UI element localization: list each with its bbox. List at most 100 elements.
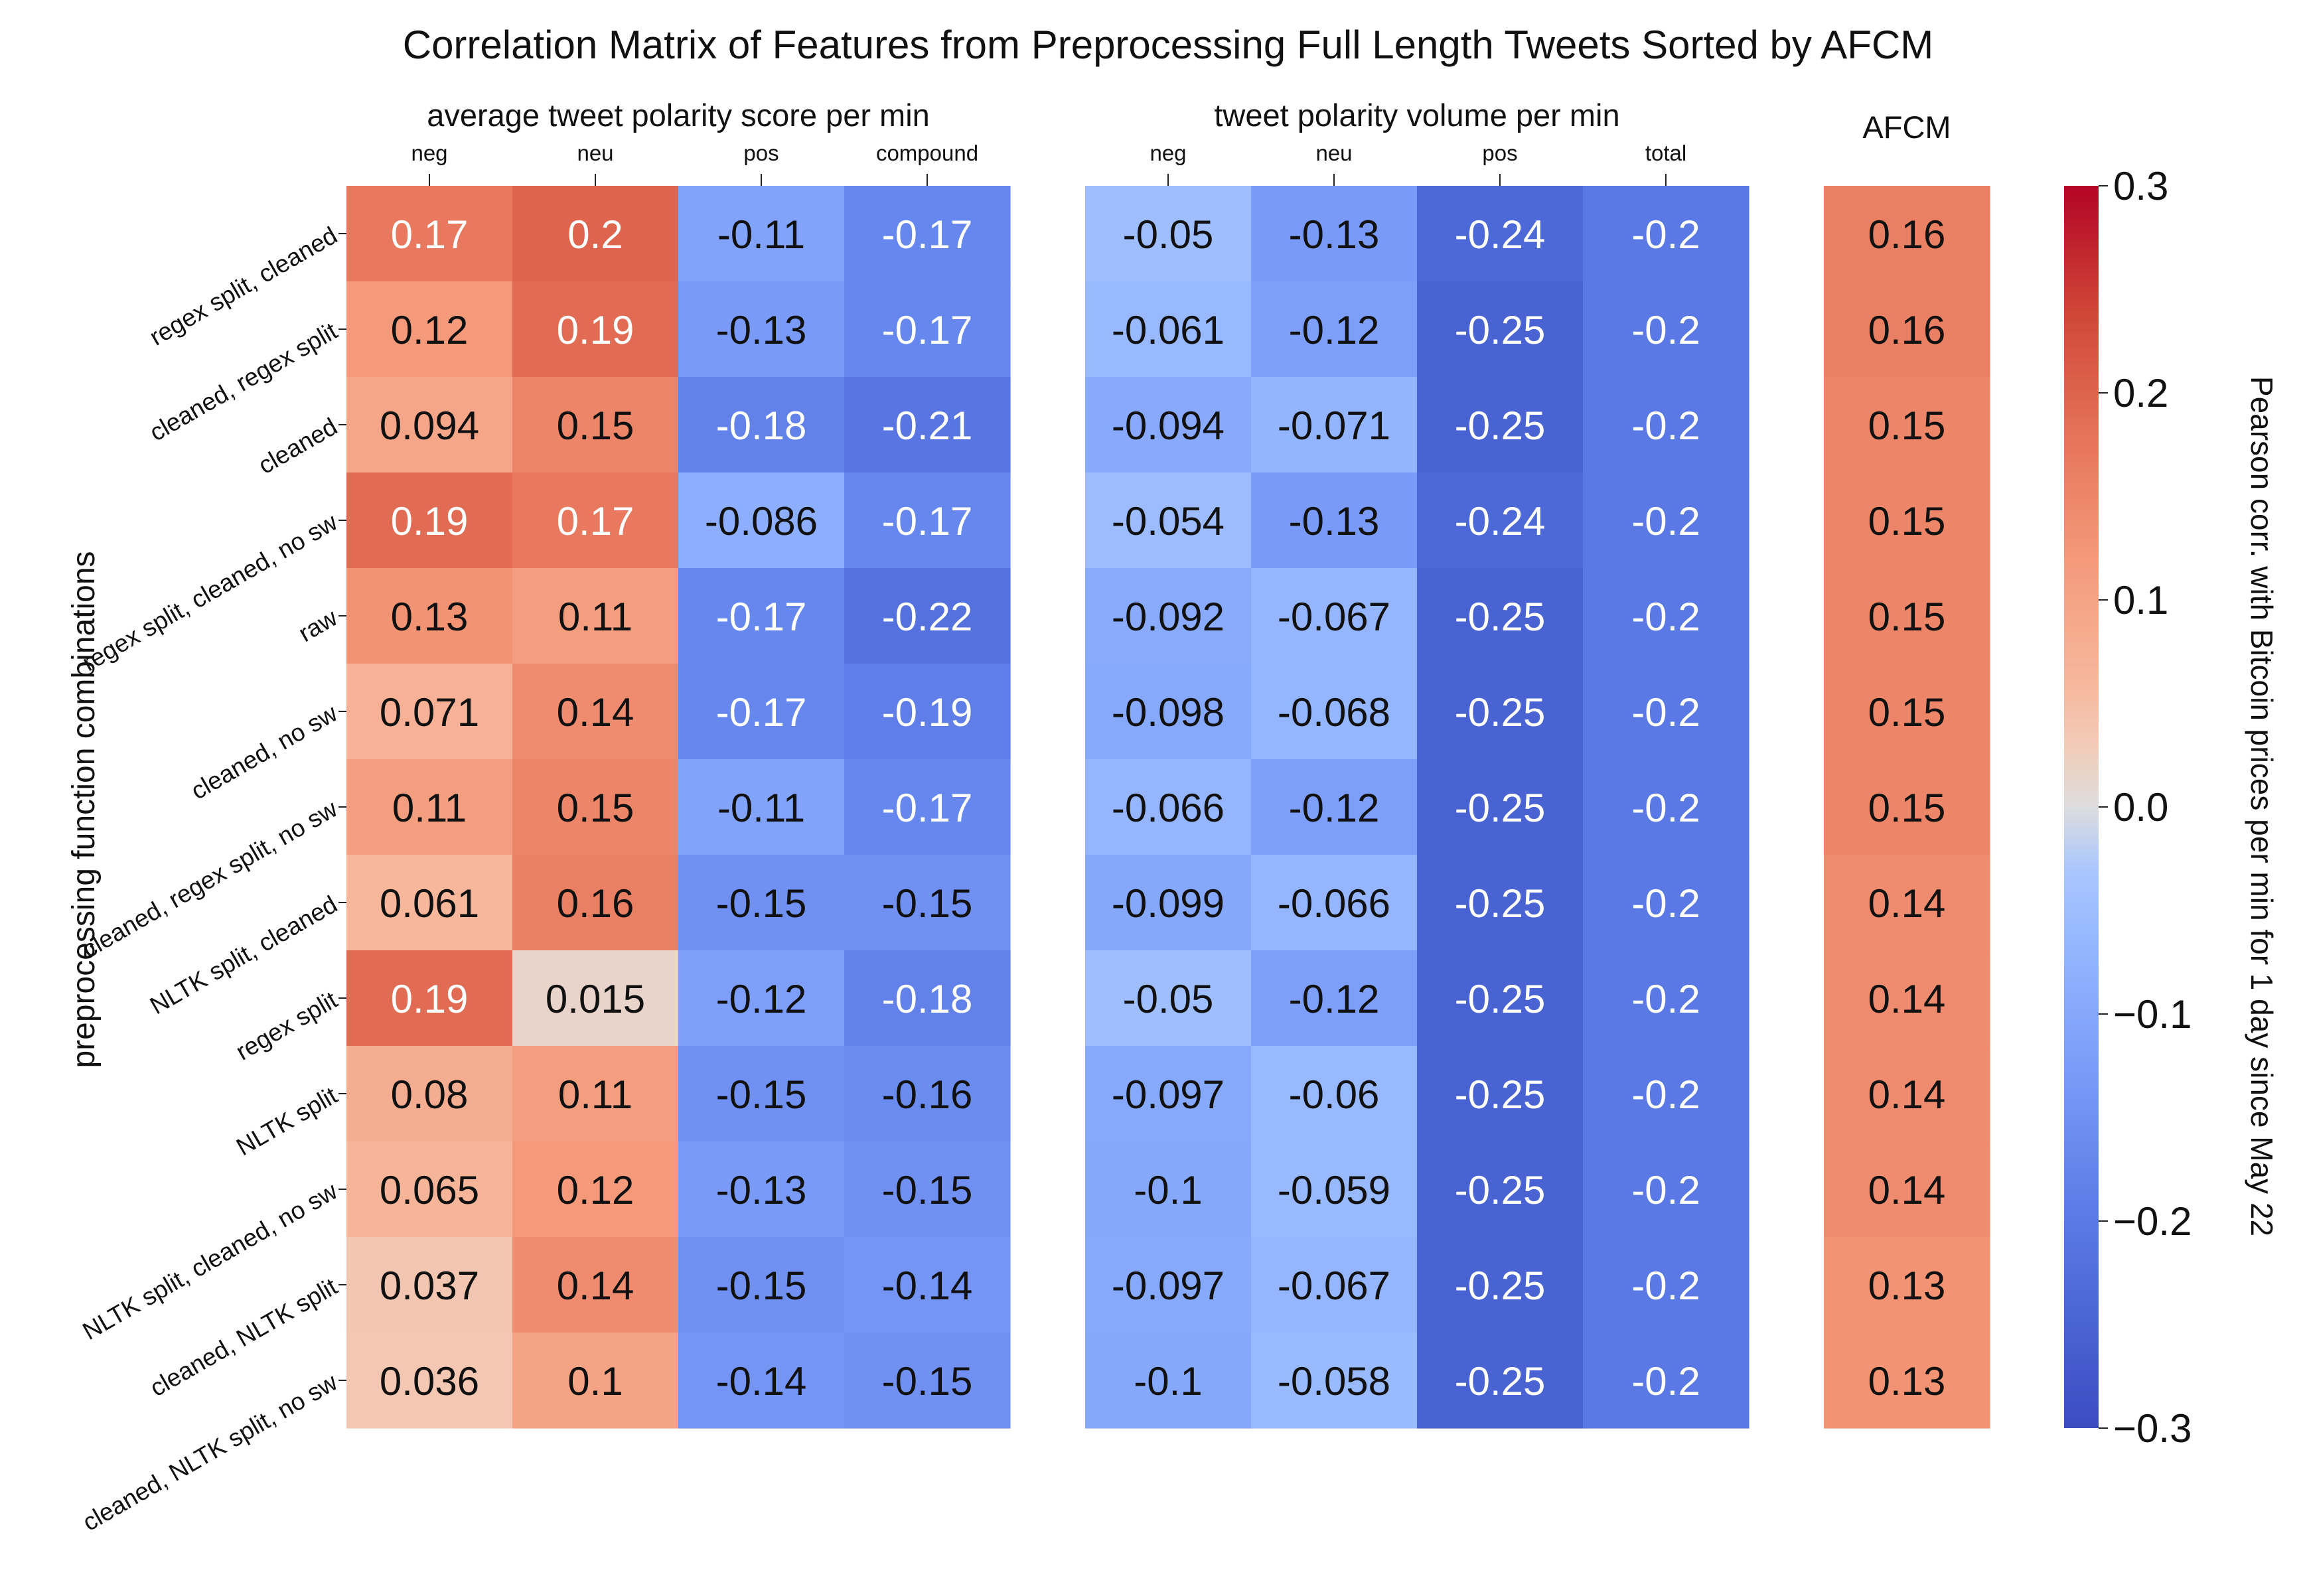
heatmap-cell bbox=[1251, 377, 1418, 473]
col-label-average-tweet-polarity-score-per-min-neu: neu bbox=[577, 141, 613, 165]
cell-value-label: -0.068 bbox=[1278, 690, 1390, 735]
cell-value-label: -0.13 bbox=[1289, 212, 1380, 257]
heatmap-cell bbox=[1417, 664, 1584, 760]
cell-value-label: -0.067 bbox=[1278, 595, 1390, 639]
cell-value-label: -0.2 bbox=[1631, 499, 1700, 544]
heatmap-cell bbox=[1251, 1141, 1418, 1238]
heatmap-cell bbox=[346, 1237, 513, 1333]
heatmap-cell bbox=[1085, 759, 1252, 855]
heatmap-cell bbox=[678, 281, 845, 378]
cell-value-label: -0.05 bbox=[1123, 977, 1214, 1021]
cell-value-label: 0.14 bbox=[557, 1264, 634, 1308]
cell-value-label: 0.061 bbox=[380, 881, 479, 926]
heatmap-cell bbox=[1824, 472, 1990, 569]
cell-value-label: -0.071 bbox=[1278, 403, 1390, 448]
heatmap-cell bbox=[1583, 281, 1749, 378]
heatmap-cell bbox=[844, 1046, 1011, 1142]
heatmap-cell bbox=[512, 472, 679, 569]
cell-value-label: -0.2 bbox=[1631, 308, 1700, 352]
heatmap-cell bbox=[1251, 1046, 1418, 1142]
heatmap-cell bbox=[1417, 568, 1584, 664]
cell-value-label: -0.15 bbox=[882, 1359, 973, 1404]
cell-value-label: -0.054 bbox=[1112, 499, 1225, 544]
cell-value-label: -0.15 bbox=[882, 1168, 973, 1212]
cell-value-label: -0.13 bbox=[716, 308, 807, 352]
cell-value-label: -0.086 bbox=[705, 499, 818, 544]
cell-value-label: -0.15 bbox=[716, 1264, 807, 1308]
heatmap-cell bbox=[512, 664, 679, 760]
heatmap-cell bbox=[1085, 1046, 1252, 1142]
cell-value-label: -0.14 bbox=[882, 1264, 973, 1308]
cell-value-label: -0.2 bbox=[1631, 1264, 1700, 1308]
cell-value-label: 0.08 bbox=[391, 1072, 469, 1117]
cell-value-label: -0.066 bbox=[1278, 881, 1390, 926]
cell-value-label: -0.12 bbox=[1289, 977, 1380, 1021]
heatmap-cell bbox=[844, 759, 1011, 855]
colorbar-tick-label: 0.0 bbox=[2113, 785, 2168, 830]
heatmap-cell bbox=[844, 472, 1011, 569]
y-axis-title: preprocessing function combinations bbox=[66, 551, 102, 1068]
heatmap-cell bbox=[844, 1141, 1011, 1238]
cell-value-label: -0.061 bbox=[1112, 308, 1225, 352]
heatmap-cell bbox=[346, 377, 513, 473]
heatmap-cell bbox=[1085, 281, 1252, 378]
cell-value-label: -0.2 bbox=[1631, 786, 1700, 830]
colorbar-tick-label: −0.2 bbox=[2113, 1199, 2192, 1244]
heatmap-cell bbox=[678, 855, 845, 951]
heatmap-cell bbox=[844, 664, 1011, 760]
cell-value-label: -0.2 bbox=[1631, 595, 1700, 639]
heatmap-cell bbox=[1824, 568, 1990, 664]
heatmap-cell bbox=[678, 759, 845, 855]
heatmap-cell bbox=[512, 377, 679, 473]
cell-value-label: 0.12 bbox=[557, 1168, 634, 1212]
heatmap-cell bbox=[678, 1046, 845, 1142]
cell-value-label: -0.094 bbox=[1112, 403, 1225, 448]
cell-value-label: -0.1 bbox=[1134, 1168, 1202, 1212]
cell-value-label: -0.25 bbox=[1455, 403, 1546, 448]
heatmap-cell bbox=[346, 1333, 513, 1429]
cell-value-label: -0.16 bbox=[882, 1072, 973, 1117]
heatmap-cell bbox=[1417, 759, 1584, 855]
heatmap-cell bbox=[1085, 1141, 1252, 1238]
cell-value-label: 0.16 bbox=[557, 881, 634, 926]
heatmap-cell bbox=[1417, 1141, 1584, 1238]
heatmap-cell bbox=[1824, 377, 1990, 473]
heatmap-cell bbox=[678, 1333, 845, 1429]
heatmap-cell bbox=[512, 950, 679, 1047]
heatmap-cell bbox=[1824, 759, 1990, 855]
heatmap-cell bbox=[844, 1333, 1011, 1429]
cell-value-label: -0.092 bbox=[1112, 595, 1225, 639]
cell-value-label: -0.2 bbox=[1631, 212, 1700, 257]
cell-value-label: -0.25 bbox=[1455, 1359, 1546, 1404]
cell-value-label: 0.2 bbox=[567, 212, 623, 257]
heatmap-cell bbox=[512, 1141, 679, 1238]
heatmap-cell bbox=[1583, 855, 1749, 951]
heatmap-cell bbox=[1251, 1237, 1418, 1333]
cell-value-label: -0.059 bbox=[1278, 1168, 1390, 1212]
cell-value-label: -0.2 bbox=[1631, 690, 1700, 735]
cell-value-label: -0.2 bbox=[1631, 977, 1700, 1021]
cell-value-label: -0.24 bbox=[1455, 212, 1546, 257]
cell-value-label: -0.097 bbox=[1112, 1072, 1225, 1117]
cell-value-label: 0.19 bbox=[391, 977, 469, 1021]
heatmap-cell bbox=[346, 1046, 513, 1142]
heatmap-cell bbox=[678, 1141, 845, 1238]
heatmap-cell bbox=[1085, 377, 1252, 473]
heatmap-cell bbox=[844, 186, 1011, 282]
heatmap-cell bbox=[1085, 1333, 1252, 1429]
cell-value-label: -0.17 bbox=[882, 308, 973, 352]
cell-value-label: 0.015 bbox=[546, 977, 645, 1021]
heatmap-cell bbox=[1583, 568, 1749, 664]
heatmap-cell bbox=[512, 1237, 679, 1333]
group-label-average-tweet-polarity-score-per-min: average tweet polarity score per min bbox=[427, 98, 930, 133]
heatmap-cell bbox=[844, 855, 1011, 951]
colorbar-tick-label: 0.2 bbox=[2113, 371, 2168, 415]
cell-value-label: -0.25 bbox=[1455, 786, 1546, 830]
cell-value-label: -0.1 bbox=[1134, 1359, 1202, 1404]
cell-value-label: -0.25 bbox=[1455, 1072, 1546, 1117]
cell-value-label: 0.14 bbox=[557, 690, 634, 735]
heatmap-cell bbox=[678, 377, 845, 473]
col-label-average-tweet-polarity-score-per-min-pos: pos bbox=[743, 141, 779, 165]
heatmap-cell bbox=[1251, 281, 1418, 378]
